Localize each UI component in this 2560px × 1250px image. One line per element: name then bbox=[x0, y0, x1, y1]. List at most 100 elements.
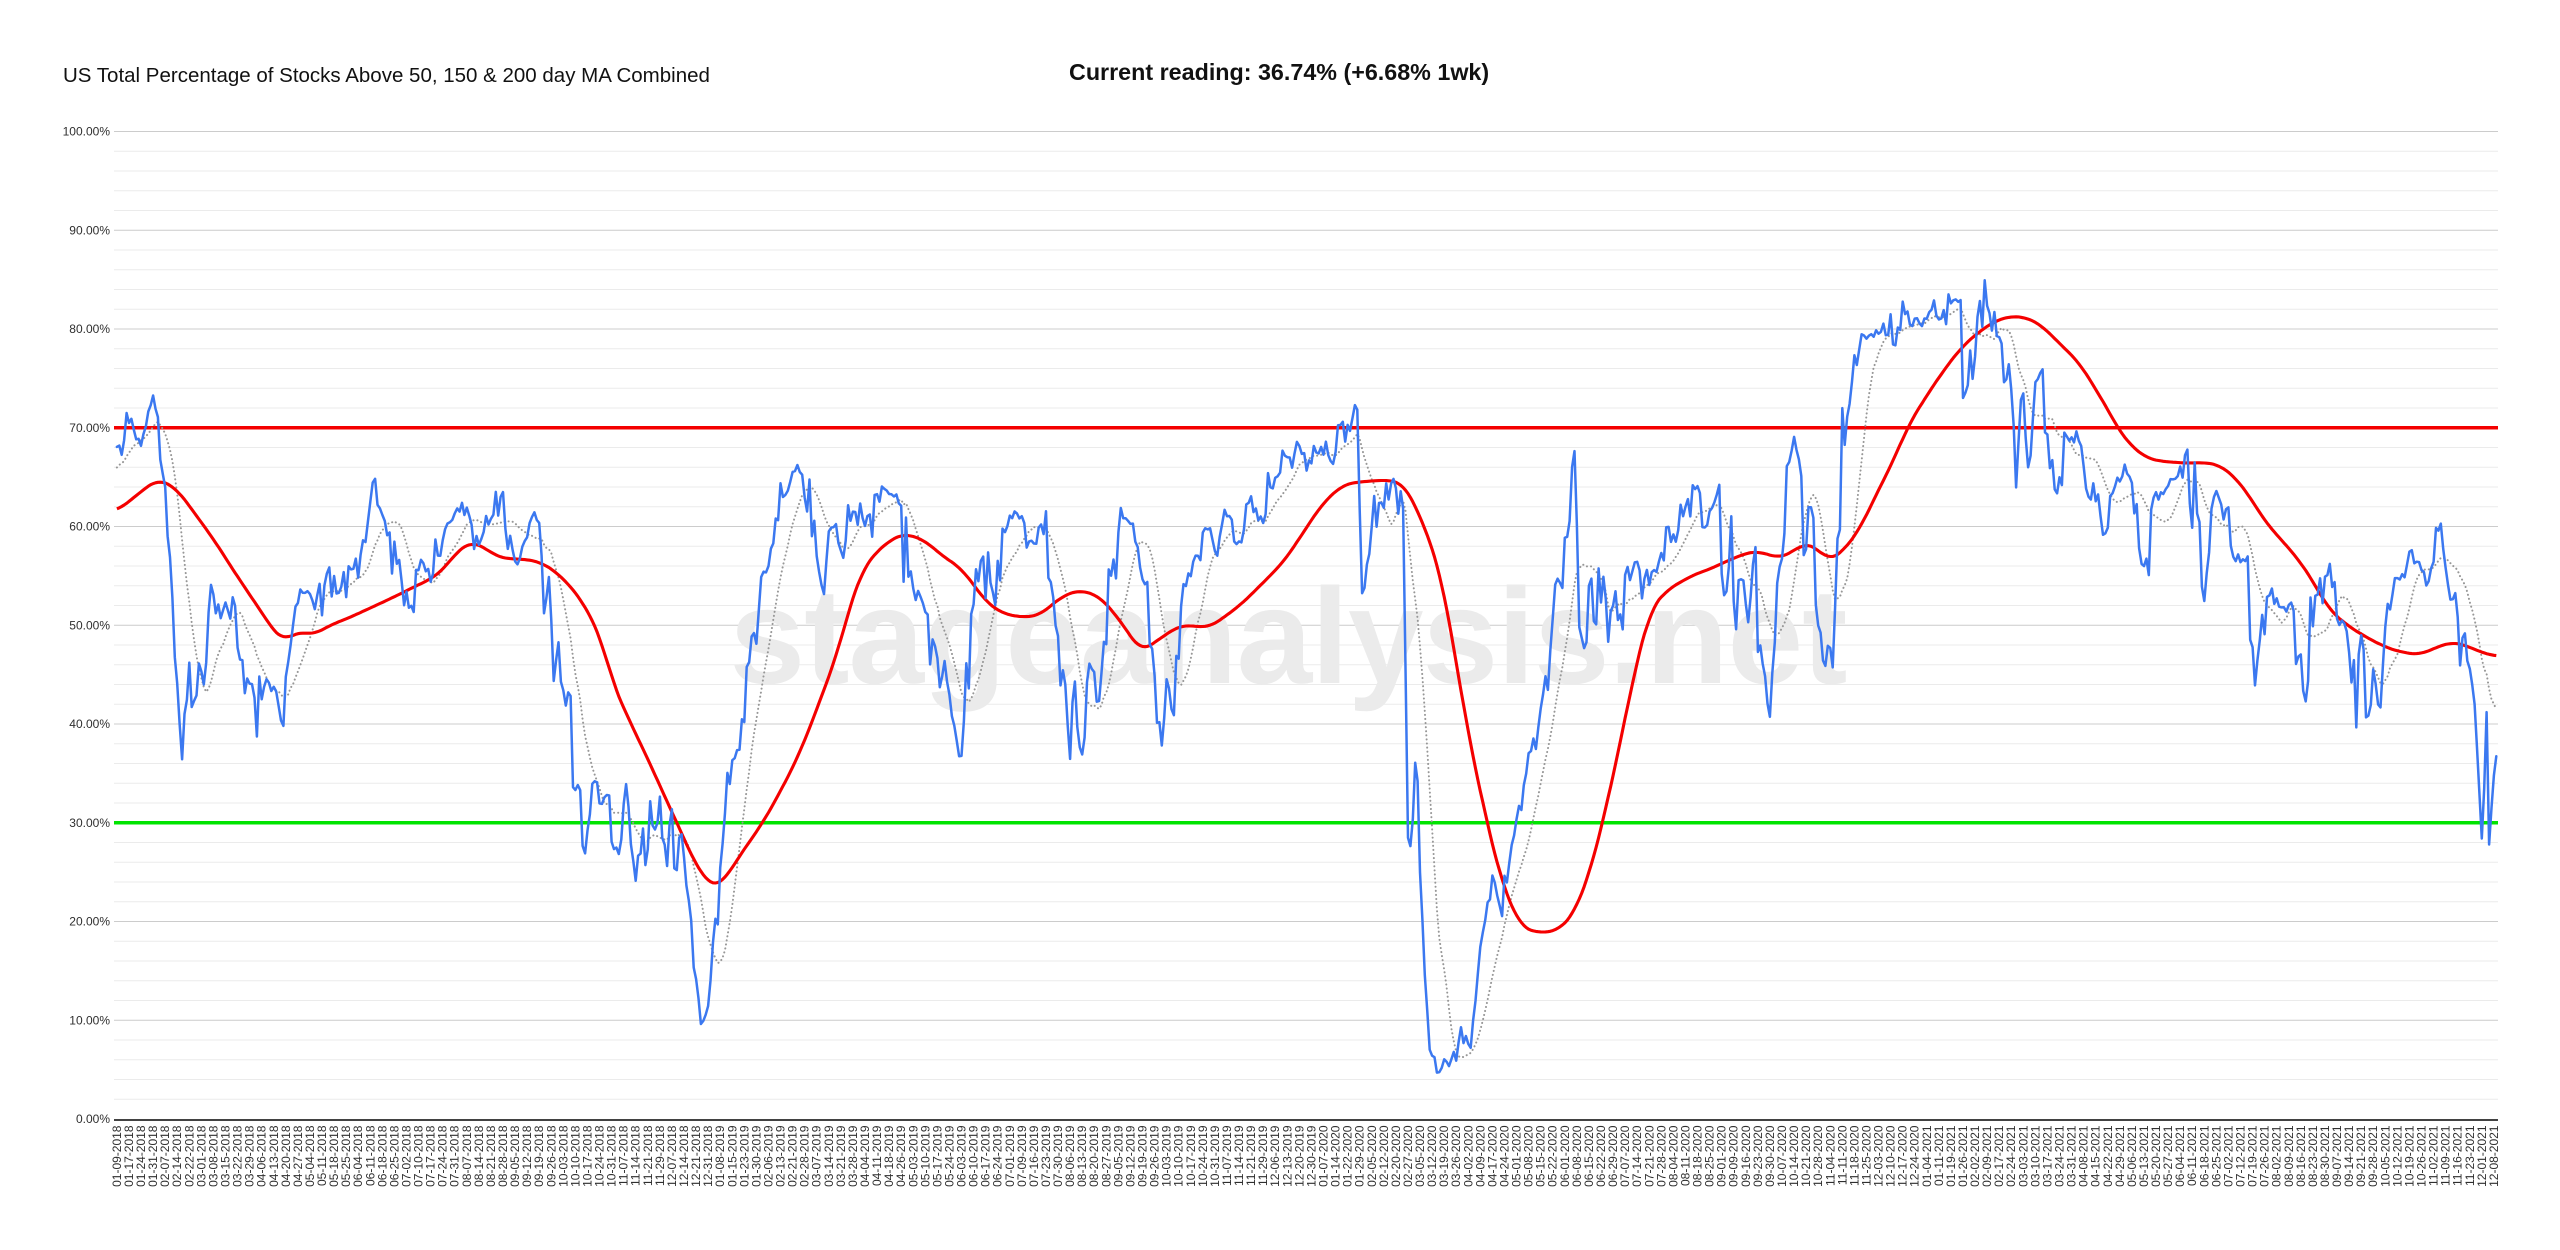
svg-text:08-04-2020: 08-04-2020 bbox=[1666, 1125, 1680, 1187]
svg-text:09-19-2019: 09-19-2019 bbox=[1136, 1125, 1150, 1187]
svg-text:02-02-2021: 02-02-2021 bbox=[1968, 1125, 1982, 1187]
svg-text:03-24-2021: 03-24-2021 bbox=[2053, 1125, 2067, 1187]
svg-text:06-01-2020: 06-01-2020 bbox=[1558, 1125, 1572, 1187]
svg-text:01-22-2020: 01-22-2020 bbox=[1341, 1125, 1355, 1187]
svg-text:06-10-2019: 06-10-2019 bbox=[967, 1125, 981, 1187]
svg-text:05-03-2019: 05-03-2019 bbox=[906, 1125, 920, 1187]
svg-text:05-20-2021: 05-20-2021 bbox=[2149, 1125, 2163, 1187]
svg-text:11-07-2019: 11-07-2019 bbox=[1220, 1125, 1234, 1186]
svg-text:07-26-2021: 07-26-2021 bbox=[2258, 1125, 2272, 1187]
svg-text:01-08-2019: 01-08-2019 bbox=[713, 1125, 727, 1187]
svg-text:05-27-2021: 05-27-2021 bbox=[2161, 1125, 2175, 1187]
svg-text:06-18-2018: 06-18-2018 bbox=[375, 1125, 389, 1187]
svg-text:03-28-2019: 03-28-2019 bbox=[846, 1125, 860, 1187]
svg-text:05-13-2021: 05-13-2021 bbox=[2137, 1125, 2151, 1187]
svg-text:02-20-2020: 02-20-2020 bbox=[1389, 1125, 1403, 1187]
svg-text:06-03-2019: 06-03-2019 bbox=[955, 1125, 969, 1187]
svg-text:10-17-2019: 10-17-2019 bbox=[1184, 1125, 1198, 1187]
svg-text:12-01-2021: 12-01-2021 bbox=[2475, 1125, 2489, 1187]
svg-text:01-04-2021: 01-04-2021 bbox=[1920, 1125, 1934, 1187]
svg-text:12-20-2019: 12-20-2019 bbox=[1292, 1125, 1306, 1187]
svg-text:06-04-2021: 06-04-2021 bbox=[2173, 1125, 2187, 1187]
svg-text:01-23-2019: 01-23-2019 bbox=[737, 1125, 751, 1187]
svg-text:08-13-2019: 08-13-2019 bbox=[1075, 1125, 1089, 1187]
svg-text:06-29-2020: 06-29-2020 bbox=[1606, 1125, 1620, 1187]
svg-text:07-14-2020: 07-14-2020 bbox=[1630, 1125, 1644, 1187]
svg-text:09-26-2019: 09-26-2019 bbox=[1148, 1125, 1162, 1187]
svg-text:08-20-2019: 08-20-2019 bbox=[1087, 1125, 1101, 1187]
svg-text:10-10-2018: 10-10-2018 bbox=[568, 1125, 582, 1187]
svg-text:10-26-2021: 10-26-2021 bbox=[2415, 1125, 2429, 1187]
svg-text:02-17-2021: 02-17-2021 bbox=[1992, 1125, 2006, 1187]
svg-text:07-23-2019: 07-23-2019 bbox=[1039, 1125, 1053, 1187]
svg-text:09-05-2018: 09-05-2018 bbox=[508, 1125, 522, 1187]
svg-text:05-25-2018: 05-25-2018 bbox=[339, 1125, 353, 1187]
svg-text:06-11-2021: 06-11-2021 bbox=[2185, 1125, 2199, 1186]
svg-text:07-02-2018: 07-02-2018 bbox=[400, 1125, 414, 1187]
svg-text:11-21-2019: 11-21-2019 bbox=[1244, 1125, 1258, 1186]
svg-text:06-15-2020: 06-15-2020 bbox=[1582, 1125, 1596, 1187]
svg-text:07-01-2019: 07-01-2019 bbox=[1003, 1125, 1017, 1187]
svg-text:11-02-2021: 11-02-2021 bbox=[2427, 1125, 2441, 1186]
svg-text:08-18-2020: 08-18-2020 bbox=[1691, 1125, 1705, 1187]
svg-text:03-21-2019: 03-21-2019 bbox=[834, 1125, 848, 1187]
svg-text:06-25-2018: 06-25-2018 bbox=[387, 1125, 401, 1187]
svg-text:01-30-2019: 01-30-2019 bbox=[749, 1125, 763, 1187]
svg-text:07-24-2018: 07-24-2018 bbox=[436, 1125, 450, 1187]
svg-text:20.00%: 20.00% bbox=[69, 915, 110, 929]
svg-text:11-11-2020: 11-11-2020 bbox=[1835, 1125, 1849, 1185]
svg-text:07-30-2019: 07-30-2019 bbox=[1051, 1125, 1065, 1187]
svg-text:03-22-2018: 03-22-2018 bbox=[231, 1125, 245, 1187]
svg-text:10-24-2019: 10-24-2019 bbox=[1196, 1125, 1210, 1187]
svg-text:12-14-2018: 12-14-2018 bbox=[677, 1125, 691, 1187]
svg-text:02-05-2020: 02-05-2020 bbox=[1365, 1125, 1379, 1187]
svg-text:01-29-2020: 01-29-2020 bbox=[1353, 1125, 1367, 1187]
svg-text:07-12-2021: 07-12-2021 bbox=[2234, 1125, 2248, 1187]
svg-text:04-15-2021: 04-15-2021 bbox=[2089, 1125, 2103, 1187]
svg-text:12-30-2019: 12-30-2019 bbox=[1304, 1125, 1318, 1187]
svg-text:03-12-2020: 03-12-2020 bbox=[1425, 1125, 1439, 1187]
svg-text:07-17-2018: 07-17-2018 bbox=[424, 1125, 438, 1187]
svg-text:12-24-2020: 12-24-2020 bbox=[1908, 1125, 1922, 1187]
svg-text:05-17-2019: 05-17-2019 bbox=[930, 1125, 944, 1187]
svg-text:06-25-2021: 06-25-2021 bbox=[2209, 1125, 2223, 1187]
svg-text:70.00%: 70.00% bbox=[69, 421, 110, 435]
svg-text:04-04-2019: 04-04-2019 bbox=[858, 1125, 872, 1187]
svg-text:02-14-2018: 02-14-2018 bbox=[170, 1125, 184, 1187]
svg-text:01-15-2019: 01-15-2019 bbox=[725, 1125, 739, 1187]
svg-text:08-07-2018: 08-07-2018 bbox=[460, 1125, 474, 1187]
svg-text:08-30-2021: 08-30-2021 bbox=[2318, 1125, 2332, 1187]
svg-text:12-06-2019: 12-06-2019 bbox=[1268, 1125, 1282, 1187]
svg-text:01-09-2018: 01-09-2018 bbox=[110, 1125, 124, 1187]
svg-text:09-21-2021: 09-21-2021 bbox=[2354, 1125, 2368, 1187]
svg-text:06-18-2021: 06-18-2021 bbox=[2197, 1125, 2211, 1187]
svg-text:04-13-2018: 04-13-2018 bbox=[267, 1125, 281, 1187]
svg-text:03-15-2018: 03-15-2018 bbox=[219, 1125, 233, 1187]
svg-text:04-26-2019: 04-26-2019 bbox=[894, 1125, 908, 1187]
svg-text:01-07-2020: 01-07-2020 bbox=[1317, 1125, 1331, 1187]
svg-text:08-11-2020: 08-11-2020 bbox=[1679, 1125, 1693, 1186]
svg-text:11-21-2018: 11-21-2018 bbox=[641, 1125, 655, 1186]
svg-text:03-10-2021: 03-10-2021 bbox=[2028, 1125, 2042, 1187]
svg-text:01-26-2021: 01-26-2021 bbox=[1956, 1125, 1970, 1187]
svg-text:05-06-2021: 05-06-2021 bbox=[2125, 1125, 2139, 1187]
svg-text:40.00%: 40.00% bbox=[69, 717, 110, 731]
svg-text:12-17-2020: 12-17-2020 bbox=[1896, 1125, 1910, 1187]
svg-text:50.00%: 50.00% bbox=[69, 619, 110, 633]
svg-text:05-10-2019: 05-10-2019 bbox=[918, 1125, 932, 1187]
svg-text:07-02-2021: 07-02-2021 bbox=[2221, 1125, 2235, 1187]
svg-text:06-11-2018: 06-11-2018 bbox=[363, 1125, 377, 1186]
svg-text:02-07-2018: 02-07-2018 bbox=[158, 1125, 172, 1187]
svg-text:10-24-2018: 10-24-2018 bbox=[593, 1125, 607, 1187]
svg-text:04-11-2019: 04-11-2019 bbox=[870, 1125, 884, 1186]
svg-text:11-14-2019: 11-14-2019 bbox=[1232, 1125, 1246, 1186]
svg-text:04-17-2020: 04-17-2020 bbox=[1485, 1125, 1499, 1187]
svg-text:10-03-2018: 10-03-2018 bbox=[556, 1125, 570, 1187]
svg-text:11-29-2018: 11-29-2018 bbox=[653, 1125, 667, 1186]
svg-text:07-07-2020: 07-07-2020 bbox=[1618, 1125, 1632, 1187]
svg-text:11-04-2020: 11-04-2020 bbox=[1823, 1125, 1837, 1186]
svg-text:07-10-2018: 07-10-2018 bbox=[412, 1125, 426, 1187]
svg-text:08-23-2021: 08-23-2021 bbox=[2306, 1125, 2320, 1187]
svg-text:03-31-2021: 03-31-2021 bbox=[2065, 1125, 2079, 1187]
svg-text:02-13-2019: 02-13-2019 bbox=[774, 1125, 788, 1187]
